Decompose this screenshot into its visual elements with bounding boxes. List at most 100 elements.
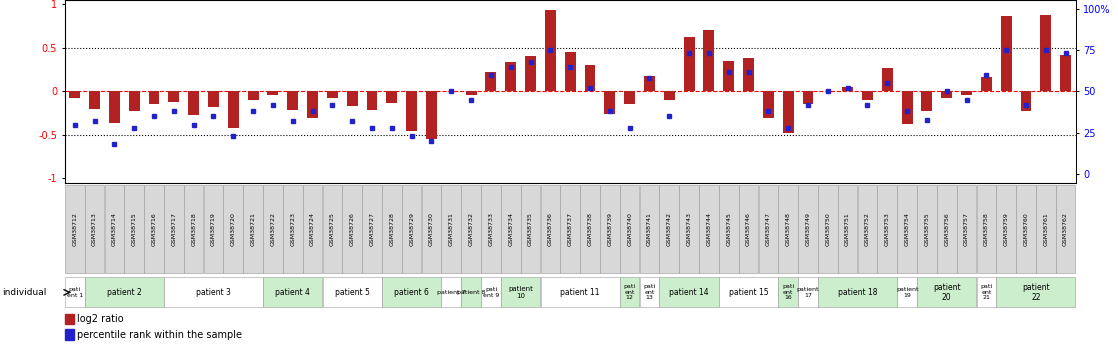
Bar <box>762 91 774 118</box>
Text: GSM38758: GSM38758 <box>984 213 988 246</box>
Bar <box>703 30 714 91</box>
Text: patient
22: patient 22 <box>1022 283 1050 302</box>
Bar <box>244 186 263 273</box>
Bar <box>442 277 461 307</box>
Bar <box>326 91 338 98</box>
Bar <box>699 186 719 273</box>
Bar <box>1021 91 1032 111</box>
Text: percentile rank within the sample: percentile rank within the sample <box>77 330 243 340</box>
Text: patient 14: patient 14 <box>670 288 709 297</box>
Bar <box>1016 186 1035 273</box>
Bar <box>644 76 655 91</box>
Bar <box>1041 15 1051 91</box>
Bar <box>124 186 144 273</box>
Text: GSM38721: GSM38721 <box>250 213 256 246</box>
Text: GSM38746: GSM38746 <box>746 213 751 246</box>
Bar <box>401 186 421 273</box>
Bar <box>69 91 80 98</box>
Bar <box>639 277 660 307</box>
Bar <box>818 277 897 307</box>
Bar <box>303 186 322 273</box>
Text: GSM38761: GSM38761 <box>1043 213 1049 246</box>
Bar <box>600 186 619 273</box>
Bar <box>149 91 160 104</box>
Bar <box>917 277 976 307</box>
Bar <box>683 37 694 91</box>
Text: GSM38750: GSM38750 <box>825 213 831 246</box>
Text: GSM38725: GSM38725 <box>330 213 335 246</box>
Bar <box>921 91 932 111</box>
Bar <box>89 91 100 109</box>
Text: patient 15: patient 15 <box>729 288 768 297</box>
Text: GSM38756: GSM38756 <box>945 213 949 246</box>
Bar <box>323 277 382 307</box>
Bar <box>105 186 124 273</box>
Bar <box>660 277 719 307</box>
Text: patient 5: patient 5 <box>335 288 370 297</box>
Bar <box>465 91 476 95</box>
Text: pati
ent
16: pati ent 16 <box>783 285 794 300</box>
Text: GSM38740: GSM38740 <box>627 213 632 246</box>
Text: GSM38731: GSM38731 <box>448 213 454 246</box>
Bar <box>898 186 917 273</box>
Bar <box>976 277 996 307</box>
Bar <box>660 186 679 273</box>
Bar <box>719 277 778 307</box>
Text: GSM38727: GSM38727 <box>370 213 375 246</box>
Text: patient 4: patient 4 <box>275 288 311 297</box>
Text: GSM38754: GSM38754 <box>904 213 910 246</box>
Text: GSM38752: GSM38752 <box>865 213 870 246</box>
Text: patient 2: patient 2 <box>107 288 142 297</box>
Bar <box>387 91 397 103</box>
Text: patient 8: patient 8 <box>457 290 485 295</box>
Bar <box>917 186 937 273</box>
Text: GSM38732: GSM38732 <box>468 213 474 246</box>
Text: GSM38741: GSM38741 <box>647 213 652 246</box>
Bar <box>1060 55 1071 91</box>
Text: pati
ent 1: pati ent 1 <box>67 287 83 298</box>
Bar <box>619 277 639 307</box>
Text: GSM38733: GSM38733 <box>489 213 493 246</box>
Text: GSM38755: GSM38755 <box>925 213 929 246</box>
Bar <box>263 186 283 273</box>
Bar <box>65 314 74 324</box>
Bar <box>664 91 675 100</box>
Text: GSM38742: GSM38742 <box>666 213 672 246</box>
Bar <box>898 277 917 307</box>
Bar <box>525 56 536 91</box>
Bar <box>521 186 540 273</box>
Bar <box>544 10 556 91</box>
Text: patient 11: patient 11 <box>560 288 600 297</box>
Text: patient 18: patient 18 <box>837 288 878 297</box>
Text: GSM38730: GSM38730 <box>429 213 434 246</box>
Bar <box>798 277 817 307</box>
Bar <box>723 61 735 91</box>
Bar <box>961 91 972 95</box>
Text: GSM38735: GSM38735 <box>528 213 533 246</box>
Bar <box>758 186 778 273</box>
Text: patient 7: patient 7 <box>437 290 465 295</box>
Bar <box>287 91 299 110</box>
Bar <box>803 91 814 105</box>
Text: GSM38715: GSM38715 <box>132 213 136 246</box>
Bar <box>624 91 635 104</box>
Bar <box>203 186 224 273</box>
Bar <box>619 186 639 273</box>
Bar <box>580 186 599 273</box>
Bar <box>565 52 576 91</box>
Bar <box>323 186 342 273</box>
Bar <box>937 186 957 273</box>
Bar <box>169 91 179 102</box>
Bar <box>382 186 401 273</box>
Text: GSM38751: GSM38751 <box>845 213 850 246</box>
Bar <box>342 186 362 273</box>
Bar <box>485 72 496 91</box>
Text: GSM38759: GSM38759 <box>1004 213 1008 246</box>
Bar <box>719 186 739 273</box>
Text: GSM38714: GSM38714 <box>112 213 117 246</box>
Text: GSM38749: GSM38749 <box>805 213 811 246</box>
Bar <box>842 87 853 91</box>
Bar <box>421 186 442 273</box>
Bar <box>183 186 203 273</box>
Bar <box>263 277 322 307</box>
